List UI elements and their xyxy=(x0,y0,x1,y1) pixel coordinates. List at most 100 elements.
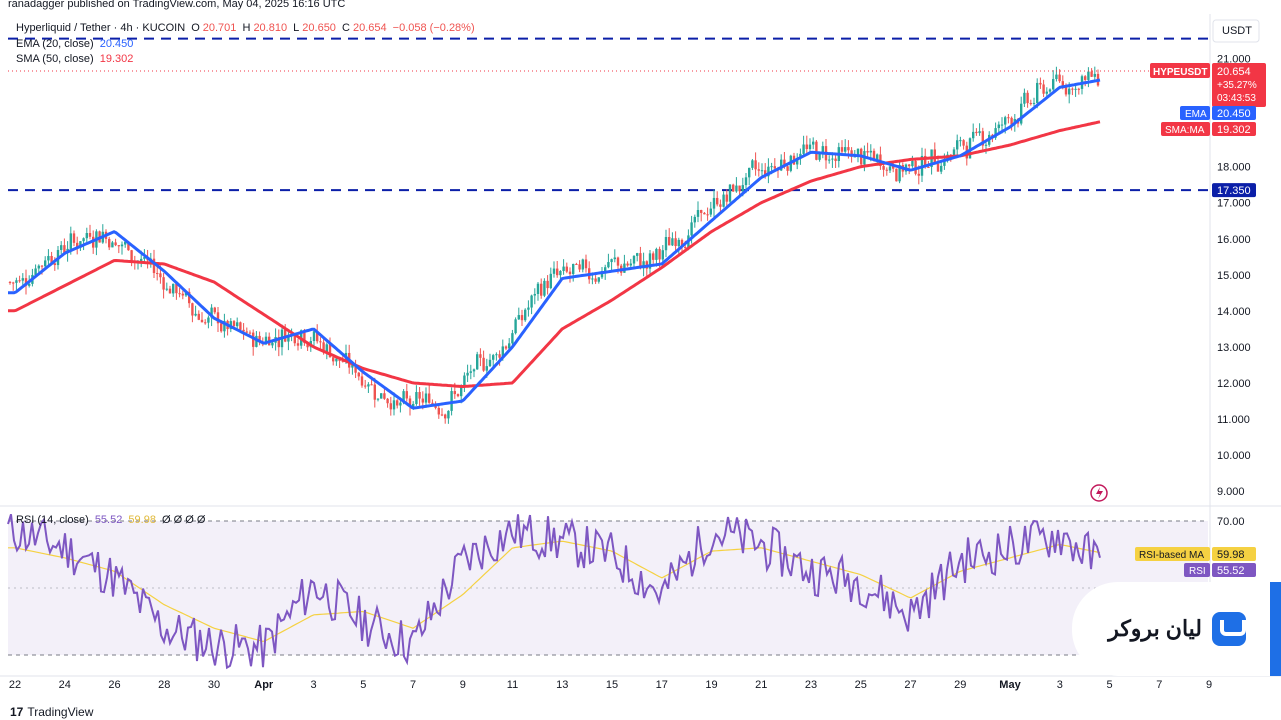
rsi-tag-value: 55.52 xyxy=(1217,565,1245,577)
candle-body xyxy=(168,288,172,294)
candle-body xyxy=(492,355,495,360)
ema-legend-value: 20.450 xyxy=(99,38,134,50)
candle-body xyxy=(1090,71,1093,77)
tradingview-logo[interactable]: 17 TradingView xyxy=(10,705,93,719)
candle-body xyxy=(194,313,197,316)
symbol-tag-label: HYPEUSDT xyxy=(1153,67,1207,78)
candle-body xyxy=(892,166,895,169)
candle-body xyxy=(207,317,210,323)
candle-body xyxy=(975,131,978,134)
candle-body xyxy=(373,384,376,400)
candle-body xyxy=(1004,117,1007,125)
candle-body xyxy=(607,262,610,268)
candle-body xyxy=(869,150,872,153)
candle-body xyxy=(456,394,460,397)
candle-body xyxy=(671,238,674,246)
time-tick-label: 19 xyxy=(705,679,717,691)
ema-legend-label: EMA (20, close) xyxy=(16,38,94,50)
candle-body xyxy=(684,247,687,249)
candle-body xyxy=(1061,81,1064,87)
candle-body xyxy=(82,238,85,242)
rsi-legend-value: 55.52 xyxy=(94,514,123,526)
candle-body xyxy=(428,393,431,403)
candle-body xyxy=(658,248,661,260)
candle-body xyxy=(767,166,770,177)
candle-body xyxy=(664,237,668,251)
candle-body xyxy=(872,150,876,161)
candle-body xyxy=(514,319,517,334)
candle-body xyxy=(796,157,799,165)
time-tick-label: 13 xyxy=(556,679,568,691)
candle-body xyxy=(328,344,332,358)
time-tick-label: 25 xyxy=(855,679,867,691)
candle-body xyxy=(709,208,712,215)
price-tick-label: 13.000 xyxy=(1217,342,1251,354)
candle-body xyxy=(738,185,741,192)
candle-body xyxy=(533,293,536,296)
candle-body xyxy=(552,268,556,274)
time-tick-label: 15 xyxy=(606,679,618,691)
candle-body xyxy=(245,331,248,333)
price-tick-label: 12.000 xyxy=(1217,378,1251,390)
candle-body xyxy=(943,159,946,166)
candle-body xyxy=(130,250,133,261)
candle-body xyxy=(21,278,24,281)
candle-body xyxy=(236,322,239,327)
rsi-ma-tag-label: RSI-based MA xyxy=(1139,550,1204,561)
sma-tag-bg xyxy=(1212,122,1256,136)
candle-body xyxy=(1000,124,1004,126)
candle-body xyxy=(264,336,268,345)
time-tick-label: 28 xyxy=(158,679,170,691)
ema-tag-label: EMA xyxy=(1185,109,1207,120)
candle-body xyxy=(530,295,533,308)
candle-body xyxy=(367,384,370,387)
candle-body xyxy=(648,253,652,269)
ema-tag-value: 20.450 xyxy=(1217,108,1251,120)
candle-body xyxy=(818,153,821,160)
time-tick-label: 17 xyxy=(656,679,668,691)
candle-body xyxy=(287,334,290,342)
time-tick-label: 7 xyxy=(1156,679,1162,691)
candle-body xyxy=(1068,88,1071,95)
ohlc-close: C 20.654 xyxy=(342,22,387,34)
candle-body xyxy=(719,204,722,207)
rsi-tick-label: 70.00 xyxy=(1217,516,1245,528)
candle-body xyxy=(392,400,396,410)
candle-body xyxy=(421,398,424,403)
time-tick-label: 29 xyxy=(954,679,966,691)
ohlc-open: O 20.701 xyxy=(191,22,237,34)
candle-body xyxy=(162,277,165,290)
candle-body xyxy=(799,153,802,158)
candle-body xyxy=(12,282,15,284)
candle-body xyxy=(504,346,508,349)
candle-body xyxy=(1023,92,1026,104)
time-tick-label: 30 xyxy=(208,679,220,691)
candle-body xyxy=(460,386,463,397)
sma-tag-value: 19.302 xyxy=(1217,124,1251,136)
time-tick-label: 26 xyxy=(108,679,120,691)
candle-body xyxy=(856,148,860,157)
candle-body xyxy=(341,360,344,362)
time-tick-label: May xyxy=(999,679,1021,691)
time-tick-label: 9 xyxy=(1206,679,1212,691)
candle-body xyxy=(44,260,47,267)
candle-body xyxy=(232,321,236,327)
candle-body xyxy=(693,216,696,223)
ohlc-low: L 20.650 xyxy=(293,22,336,34)
candle-body xyxy=(495,354,498,356)
candle-body xyxy=(780,159,783,171)
time-tick-label: 24 xyxy=(59,679,71,691)
candle-body xyxy=(447,410,450,419)
candle-body xyxy=(1020,103,1023,124)
sma-legend-value: 19.302 xyxy=(99,53,134,65)
time-tick-label: Apr xyxy=(254,679,274,691)
candle-body xyxy=(629,263,632,266)
candle-body xyxy=(488,359,492,367)
candle-body xyxy=(703,212,706,215)
candle-body xyxy=(876,154,879,161)
candle-body xyxy=(959,140,962,142)
candle-body xyxy=(303,330,306,343)
candle-body xyxy=(600,271,604,278)
candle-body xyxy=(812,141,815,145)
